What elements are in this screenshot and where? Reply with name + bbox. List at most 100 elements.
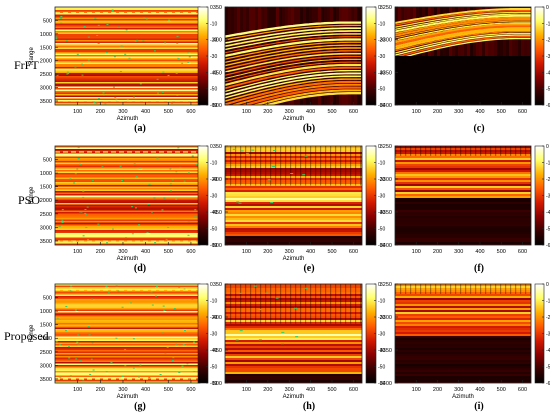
y-tick-label: 2000 — [40, 59, 52, 65]
colorbar-tick-label: -60 — [546, 103, 550, 109]
colorbar-tick-label: -50 — [210, 227, 217, 233]
x-tick-label: 400 — [475, 109, 484, 115]
y-tick-label: 500 — [213, 103, 222, 109]
colorbar-tick-label: 0 — [546, 5, 549, 11]
y-tick-label: 2500 — [40, 350, 52, 356]
axes-frame — [394, 283, 532, 384]
y-tick-label: 1500 — [40, 323, 52, 329]
colorbar-tick-label: 0 — [210, 282, 213, 288]
x-tick-label: 200 — [263, 387, 272, 393]
y-tick-label: 3300 — [380, 177, 392, 183]
x-tick-label: 500 — [497, 249, 506, 255]
x-tick-label: 200 — [433, 249, 442, 255]
y-tick-label: 1500 — [40, 45, 52, 51]
axes-frame — [394, 145, 532, 246]
x-axis-label: Azimuth — [283, 116, 305, 122]
x-tick-label: 500 — [327, 249, 336, 255]
panel-label-d: (d) — [133, 263, 147, 274]
colorbar-tick-label: -30 — [210, 194, 217, 200]
y-tick-label: 450 — [213, 210, 222, 216]
x-tick-label: 300 — [118, 249, 127, 255]
y-tick-label: 350 — [213, 144, 222, 150]
x-tick-label: 100 — [242, 249, 251, 255]
colorbar-tick-label: -10 — [378, 21, 385, 27]
axes-frame — [224, 283, 363, 384]
x-tick-label: 400 — [141, 387, 150, 393]
y-tick-label: 400 — [213, 38, 222, 44]
heatmap-image — [225, 7, 362, 105]
y-tick-label: 450 — [213, 348, 222, 354]
colorbar-tick-label: -50 — [210, 87, 217, 93]
x-tick-label: 600 — [186, 387, 195, 393]
colorbar-tick-label: -60 — [378, 243, 385, 249]
y-tick-label: 3000 — [40, 363, 52, 369]
x-tick-label: 600 — [349, 109, 358, 115]
colorbar-tick-label: -30 — [210, 54, 217, 60]
colorbar-tick-label: -40 — [378, 348, 385, 354]
x-axis-label: Azimuth — [117, 394, 139, 400]
x-axis-label: Azimuth — [452, 394, 474, 400]
x-tick-label: 500 — [327, 109, 336, 115]
x-tick-label: 600 — [349, 249, 358, 255]
x-tick-label: 100 — [412, 109, 421, 115]
y-tick-label: 3400 — [380, 381, 392, 387]
x-tick-label: 100 — [242, 387, 251, 393]
colorbar-tick-label: -20 — [210, 315, 217, 321]
y-tick-label: 2500 — [40, 72, 52, 78]
x-tick-label: 500 — [164, 249, 173, 255]
x-axis-label: Azimuth — [117, 116, 139, 122]
colorbar-tick-label: 0 — [378, 5, 381, 11]
x-tick-label: 100 — [412, 387, 421, 393]
row-label-frft: FrFT — [14, 58, 39, 72]
colorbar-tick-label: -50 — [378, 87, 385, 93]
panel-f: 100 200 300 400 500 600 3250 3300 3350 3400 0 -10 -2… — [380, 144, 550, 255]
y-tick-label: 500 — [213, 243, 222, 249]
colorbar-tick-label: 0 — [378, 144, 381, 150]
row-label-proposed: Proposed — [4, 329, 49, 343]
y-tick-label: 3500 — [40, 377, 52, 383]
x-tick-label: 400 — [306, 109, 315, 115]
colorbar-tick-label: -30 — [210, 332, 217, 338]
colorbar-tick-label: -40 — [210, 348, 217, 354]
panel-b: 100 200 300 400 500 600 350 400 450 500 Azimuth 0 -1… — [213, 5, 386, 122]
y-tick-label: 400 — [213, 177, 222, 183]
heatmap-image — [395, 7, 531, 105]
x-tick-label: 600 — [186, 249, 195, 255]
y-tick-label: 350 — [213, 5, 222, 11]
x-tick-label: 400 — [141, 249, 150, 255]
y-tick-label: 3000 — [40, 225, 52, 231]
y-tick-label: 500 — [43, 18, 52, 24]
y-tick-label: 3300 — [380, 315, 392, 321]
colorbar-tick-label: -30 — [378, 54, 385, 60]
colorbar-tick-label: -60 — [210, 243, 217, 249]
colorbar-tick-label: -60 — [546, 381, 550, 387]
x-tick-label: 100 — [73, 387, 82, 393]
x-axis-label: Azimuth — [117, 256, 139, 262]
x-tick-label: 100 — [242, 109, 251, 115]
colorbar-tick-label: -20 — [210, 177, 217, 183]
colorbar-tick-label: -40 — [546, 70, 550, 76]
colorbar-tick-label: -60 — [210, 381, 217, 387]
y-tick-label: 3400 — [380, 243, 392, 249]
y-tick-label: 500 — [43, 158, 52, 164]
colorbar-tick-label: -30 — [546, 194, 550, 200]
x-tick-label: 300 — [454, 387, 463, 393]
x-tick-label: 400 — [475, 249, 484, 255]
colorbar-tick-label: -60 — [378, 381, 385, 387]
axes-frame — [224, 145, 363, 246]
colorbar-tick-label: -10 — [210, 299, 217, 305]
x-tick-label: 100 — [73, 249, 82, 255]
panel-label-f: (f) — [474, 263, 484, 274]
y-tick-label: 3300 — [380, 38, 392, 44]
y-axis-label: Range — [29, 186, 35, 204]
y-tick-label: 3000 — [40, 86, 52, 92]
colorbar-tick-label: -30 — [546, 332, 550, 338]
colorbar-tick-label: -40 — [210, 210, 217, 216]
colorbar-tick-label: -10 — [546, 161, 550, 167]
panel-h: 100 200 300 400 500 600 350 400 450 500 Azimuth 0 -1… — [213, 282, 386, 400]
colorbar-tick-label: -20 — [546, 177, 550, 183]
x-tick-label: 600 — [349, 387, 358, 393]
x-tick-label: 300 — [118, 109, 127, 115]
colorbar-tick-label: -50 — [378, 365, 385, 371]
y-axis-label: Range — [29, 47, 35, 65]
